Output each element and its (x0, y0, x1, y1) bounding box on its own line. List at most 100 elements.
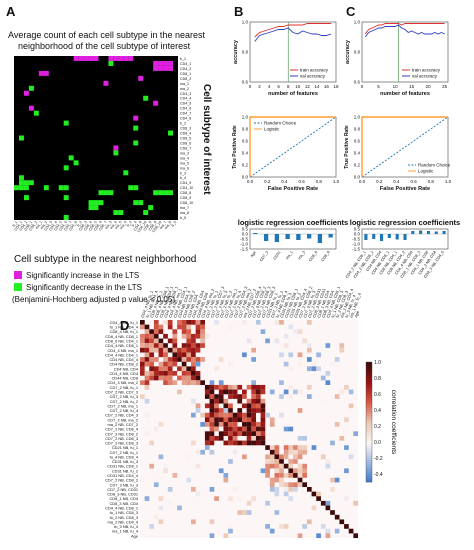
heatmap-a-col-label: CD4_4 (48, 220, 58, 231)
heatmap-d-cell (344, 384, 349, 390)
heatmap-d-cell (218, 398, 224, 404)
accuracy-x-tick: 0 (361, 84, 364, 89)
heatmap-d-cell (191, 347, 196, 353)
heatmap-d-row-label: CD7_3 NB, CD8_2 (105, 431, 138, 436)
heatmap-d-cell (237, 510, 243, 515)
colorbar-segment (366, 438, 372, 441)
heatmap-d-cell (269, 454, 275, 460)
colorbar-segment (366, 476, 372, 479)
heatmap-d-cell (153, 473, 159, 478)
heatmap-d-cell (181, 320, 187, 325)
heatmap-d-cell (191, 333, 196, 339)
heatmap-d-cell (288, 426, 294, 432)
heatmap-a-col-label: CD8_9 (148, 220, 158, 231)
heatmap-d-cell (306, 486, 312, 492)
accuracy-x-tick: 5 (377, 84, 380, 89)
heatmap-d-cell (149, 371, 154, 376)
heatmap-a-cell-decrease (23, 180, 29, 186)
heatmap-d-cell (274, 491, 280, 497)
heatmap-a-cell-increase (153, 100, 159, 106)
heatmap-a-cell-increase (113, 145, 119, 151)
heatmap-d-cell (186, 343, 192, 348)
heatmap-d-cell (246, 384, 252, 390)
heatmap-a-cell-increase (133, 115, 139, 121)
heatmap-d-row-label: CD7_2 NB, fu_1 (110, 450, 138, 455)
coef-bar (253, 233, 258, 234)
heatmap-d-cell (172, 333, 178, 339)
heatmap-a-cell-increase (153, 60, 159, 66)
heatmap-a-cell-decrease (133, 185, 139, 191)
accuracy-x-tick: 14 (314, 84, 320, 89)
heatmap-d-cell (149, 375, 154, 381)
heatmap-a-col-label: CD8_2 (28, 220, 38, 231)
heatmap-d-cell (344, 524, 349, 529)
heatmap-d-cell (293, 473, 298, 478)
heatmap-d-cell (200, 329, 205, 334)
heatmap-d-cell (339, 519, 345, 525)
panel-letter-a: A (6, 4, 16, 19)
heatmap-d-cell (149, 333, 154, 339)
heatmap-a-col-label: CD8_6 (93, 220, 103, 231)
heatmap-d-cell (260, 431, 266, 437)
heatmap-d-cell (140, 380, 145, 385)
heatmap-d-cell (181, 357, 187, 362)
heatmap-a-row-label: ma_4 (180, 156, 189, 160)
heatmap-d-cell (334, 357, 340, 362)
heatmap-d-row-label: CD31 NB, CD8_1 (107, 464, 138, 469)
heatmap-d-row-label: CD7_2 NB, CD8_3 (105, 436, 138, 441)
heatmap-d-cell (228, 431, 233, 437)
heatmap-d-cell (334, 514, 340, 520)
heatmap-d-cell (223, 408, 229, 413)
heatmap-d-cell (214, 496, 219, 501)
heatmap-d-cell (191, 375, 196, 381)
coef-y-tick: -0.5 (352, 237, 360, 242)
heatmap-d-cell (140, 357, 145, 362)
heatmap-d-cell (232, 426, 238, 432)
heatmap-d-cell (200, 449, 205, 455)
heatmap-d-cell (209, 449, 215, 455)
heatmap-d-cell (204, 333, 210, 339)
heatmap-d-row-label: CD7_2 NB, CD8_3 (105, 441, 138, 446)
colorbar-segment (366, 412, 372, 415)
heatmap-d-cell (283, 333, 289, 339)
heatmap-d-cell (293, 486, 298, 492)
colorbar-segment (366, 454, 372, 457)
heatmap-d-cell (297, 449, 303, 455)
heatmap-d-cell (334, 477, 340, 483)
heatmap-a-row-label: ma_6 (180, 166, 189, 170)
heatmap-d-cell (316, 496, 321, 501)
heatmap-d-row-label: CD31 NB, fu_3 (112, 459, 138, 464)
heatmap-d-cell (172, 371, 178, 376)
heatmap-d-cell (232, 431, 238, 437)
heatmap-a-cell-decrease (108, 60, 114, 66)
heatmap-d-cell (181, 343, 187, 348)
heatmap-a-col-label: CD8_10 (152, 220, 163, 233)
roc-x-tick: 0.4 (281, 179, 288, 184)
heatmap-a-cell-increase (83, 56, 89, 61)
heatmap-a-title-line1: Average count of each cell subtype in th… (8, 30, 205, 40)
heatmap-d-cell (228, 384, 233, 390)
correlation-heatmap (140, 320, 359, 539)
heatmap-d-cell (242, 422, 247, 427)
heatmap-d-cell (330, 361, 335, 367)
heatmap-d-cell (149, 352, 154, 358)
heatmap-d-cell (311, 491, 317, 497)
heatmap-d-cell (237, 496, 243, 501)
colorbar-segment (366, 468, 372, 471)
heatmap-a-cell-decrease (18, 175, 24, 181)
heatmap-d-cell (232, 417, 238, 423)
heatmap-d-cell (204, 394, 210, 399)
colorbar-segment (366, 374, 372, 377)
colorbar-segment (366, 450, 372, 453)
coef-bar (434, 231, 438, 234)
colorbar-tick: 1.0 (374, 360, 381, 366)
heatmap-d-cell (260, 412, 266, 418)
heatmap-d-cell (265, 468, 270, 474)
heatmap-d-cell (218, 389, 224, 395)
coef-bar (364, 234, 368, 240)
heatmap-d-cell (209, 412, 215, 418)
heatmap-d-cell (279, 473, 284, 478)
heatmap-d-cell (209, 417, 215, 423)
colorbar-segment (366, 366, 372, 369)
